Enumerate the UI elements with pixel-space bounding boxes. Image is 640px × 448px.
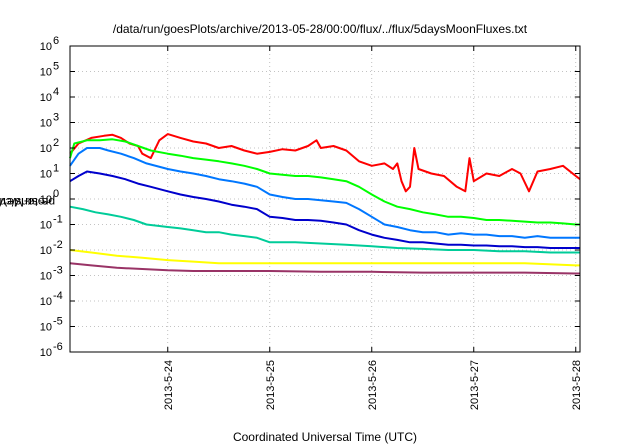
series-line-4 (69, 170, 580, 249)
y-tick-exponent: -2 (53, 239, 63, 251)
series-layer (69, 133, 581, 275)
y-tick-label: 10 (40, 143, 52, 155)
y-tick-exponent: 1 (53, 163, 59, 175)
y-tick-label: 10 (40, 194, 52, 206)
y-tick-exponent: 4 (53, 86, 59, 98)
x-tick-label: 2013-5-26 (367, 360, 379, 410)
y-tick-label: 10 (40, 296, 52, 308)
x-tick-label: 2013-5-27 (469, 360, 481, 410)
y-tick-exponent: -1 (53, 214, 63, 226)
y-tick-exponent: 3 (53, 112, 59, 124)
grid-lines (70, 46, 580, 352)
y-tick-label: 10 (40, 347, 52, 359)
series-line-1 (69, 133, 581, 193)
y-tick-label: 10 (40, 92, 52, 104)
y-tick-exponent: -6 (53, 341, 63, 353)
chart-title: /data/run/goesPlots/archive/2013-05-28/0… (112, 22, 528, 36)
y-tick-exponent: 0 (53, 188, 59, 200)
y-tick-label: 10 (40, 220, 52, 232)
series-line-5 (69, 205, 580, 254)
x-tick-label: 2013-5-28 (571, 360, 583, 410)
y-tick-label: 10 (40, 41, 52, 53)
y-tick-exponent: 2 (53, 137, 59, 149)
y-tick-label: 10 (40, 169, 52, 181)
y-axis-label-rest: -s-sr-MeV (0, 195, 52, 210)
series-line-7 (69, 262, 580, 275)
y-tick-exponent: -4 (53, 290, 63, 302)
y-tick-exponent: -5 (53, 316, 63, 328)
series-line-6 (69, 249, 580, 267)
x-tick-label: 2013-5-24 (163, 360, 175, 410)
y-tick-label: 10 (40, 322, 52, 334)
series-line-3 (69, 147, 580, 239)
x-tick-label: 2013-5-25 (265, 360, 277, 410)
y-tick-label: 10 (40, 271, 52, 283)
y-tick-label: 10 (40, 245, 52, 257)
y-tick-exponent: 6 (53, 35, 59, 47)
y-tick-exponent: -3 (53, 265, 63, 277)
y-tick-label: 10 (40, 118, 52, 130)
axis-ticks: 10 -610 -510 -410 -310 -210 -110 010 110 210 310 41… (40, 35, 583, 410)
series-line-2 (69, 138, 580, 226)
x-axis-label: Coordinated Universal Time (UTC) (232, 430, 418, 444)
y-tick-label: 10 (40, 67, 52, 79)
y-tick-exponent: 5 (53, 61, 59, 73)
